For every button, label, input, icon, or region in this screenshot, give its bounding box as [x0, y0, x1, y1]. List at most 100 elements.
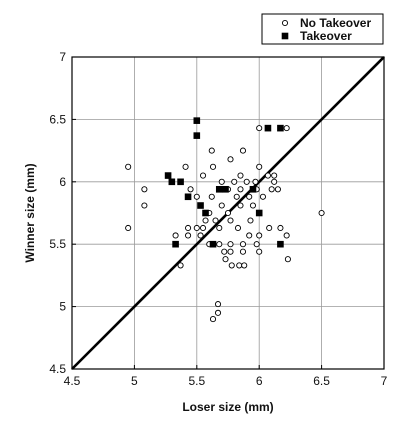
no-takeover-point-37: [228, 262, 235, 269]
no-takeover-point-65: [271, 172, 278, 179]
no-takeover-point-33: [227, 156, 234, 163]
no-takeover-point-60: [256, 248, 263, 255]
no-takeover-point-23: [214, 309, 222, 316]
takeover-point-10: [215, 185, 223, 193]
no-takeover-point-12: [197, 232, 204, 239]
no-takeover-point-59: [256, 232, 263, 239]
no-takeover-point-20: [209, 163, 217, 170]
no-takeover-point-4: [172, 232, 179, 239]
no-takeover-point-44: [237, 202, 244, 209]
takeover-point-15: [277, 124, 284, 132]
no-takeover-point-22: [212, 217, 219, 224]
takeover-point-6: [193, 132, 201, 139]
no-takeover-point-50: [246, 193, 253, 200]
legend-label-no-takeover: No Takeover: [300, 16, 371, 30]
legend-marker-no-takeover: [281, 19, 289, 27]
no-takeover-point-13: [199, 224, 207, 232]
no-takeover-point-49: [243, 178, 250, 185]
legend-label-takeover: Takeover: [300, 29, 352, 43]
no-takeover-point-26: [216, 241, 223, 248]
no-takeover-point-58: [256, 163, 263, 170]
takeover-point-2: [172, 240, 179, 248]
no-takeover-point-62: [264, 172, 271, 179]
no-takeover-point-15: [202, 217, 209, 224]
no-takeover-point-71: [284, 256, 291, 263]
y-tick-label-2: 5.5: [49, 237, 66, 251]
takeover-point-14: [264, 124, 272, 132]
no-takeover-point-27: [218, 178, 225, 185]
legend-marker-takeover: [281, 32, 289, 40]
takeover-point-7: [197, 202, 204, 209]
no-takeover-point-35: [227, 241, 234, 248]
x-tick-label-0: 4.5: [64, 374, 81, 388]
x-tick-label-5: 7: [381, 374, 388, 388]
no-takeover-point-48: [241, 262, 248, 269]
takeover-point-12: [249, 185, 257, 193]
y-tick-label-0: 4.5: [49, 362, 66, 376]
takeover-point-11: [222, 185, 229, 193]
no-takeover-point-21: [209, 316, 217, 323]
takeover-point-9: [209, 240, 217, 248]
no-takeover-point-6: [182, 163, 189, 170]
takeover-point-5: [193, 117, 201, 124]
no-takeover-point-63: [266, 224, 273, 232]
no-takeover-point-66: [271, 178, 278, 185]
no-takeover-point-61: [259, 193, 266, 200]
takeover-point-3: [177, 178, 184, 186]
takeover-point-1: [168, 178, 176, 186]
no-takeover-point-41: [236, 262, 243, 269]
no-takeover-point-38: [231, 178, 238, 185]
no-takeover-point-72: [318, 209, 325, 217]
y-tick-label-5: 7: [59, 50, 66, 64]
no-takeover-point-46: [239, 241, 247, 248]
takeover-point-8: [202, 209, 209, 217]
no-takeover-point-54: [252, 178, 259, 185]
no-takeover-point-36: [227, 248, 234, 255]
y-tick-label-1: 5: [59, 300, 66, 314]
no-takeover-point-70: [283, 232, 290, 239]
no-takeover-point-64: [268, 186, 275, 193]
takeover-point-16: [277, 240, 284, 248]
x-tick-label-2: 5.5: [188, 374, 205, 388]
no-takeover-point-40: [234, 224, 242, 232]
no-takeover-point-11: [193, 224, 200, 232]
x-tick-label-3: 6: [256, 374, 263, 388]
y-axis-title: Winner size (mm): [23, 163, 37, 262]
no-takeover-point-57: [256, 125, 263, 132]
no-takeover-point-53: [249, 202, 257, 209]
no-takeover-point-43: [237, 186, 244, 193]
y-tick-label-3: 6: [59, 175, 66, 189]
no-takeover-point-14: [199, 172, 207, 179]
x-axis-title: Loser size (mm): [182, 400, 273, 414]
no-takeover-point-1: [125, 224, 132, 232]
no-takeover-point-29: [221, 248, 228, 255]
no-takeover-point-2: [141, 186, 148, 193]
no-takeover-point-19: [208, 193, 215, 200]
no-takeover-point-52: [247, 217, 254, 224]
no-takeover-point-42: [237, 172, 244, 179]
x-tick-label-1: 5: [131, 374, 138, 388]
x-tick-label-4: 6.5: [313, 374, 330, 388]
no-takeover-point-9: [187, 186, 194, 193]
no-takeover-point-5: [177, 262, 184, 269]
no-takeover-point-28: [218, 202, 225, 209]
axis-ticks: 4.5 5 5.5 6 6.5 7 4.5 5 5.5 6 6.5 7: [49, 50, 387, 388]
no-takeover-point-51: [246, 232, 253, 239]
no-takeover-point-69: [283, 125, 290, 132]
no-takeover-point-45: [239, 147, 247, 154]
no-takeover-point-47: [239, 248, 247, 255]
no-takeover-point-3: [141, 202, 148, 209]
no-takeover-point-32: [224, 209, 232, 217]
plot-frame: [71, 56, 385, 370]
no-takeover-point-67: [274, 186, 281, 193]
no-takeover-point-34: [227, 217, 234, 224]
takeover-point-13: [255, 209, 263, 217]
no-takeover-point-56: [253, 241, 260, 248]
no-takeover-point-0: [125, 163, 132, 170]
no-takeover-point-24: [214, 301, 222, 308]
takeover-point-0: [164, 172, 172, 179]
